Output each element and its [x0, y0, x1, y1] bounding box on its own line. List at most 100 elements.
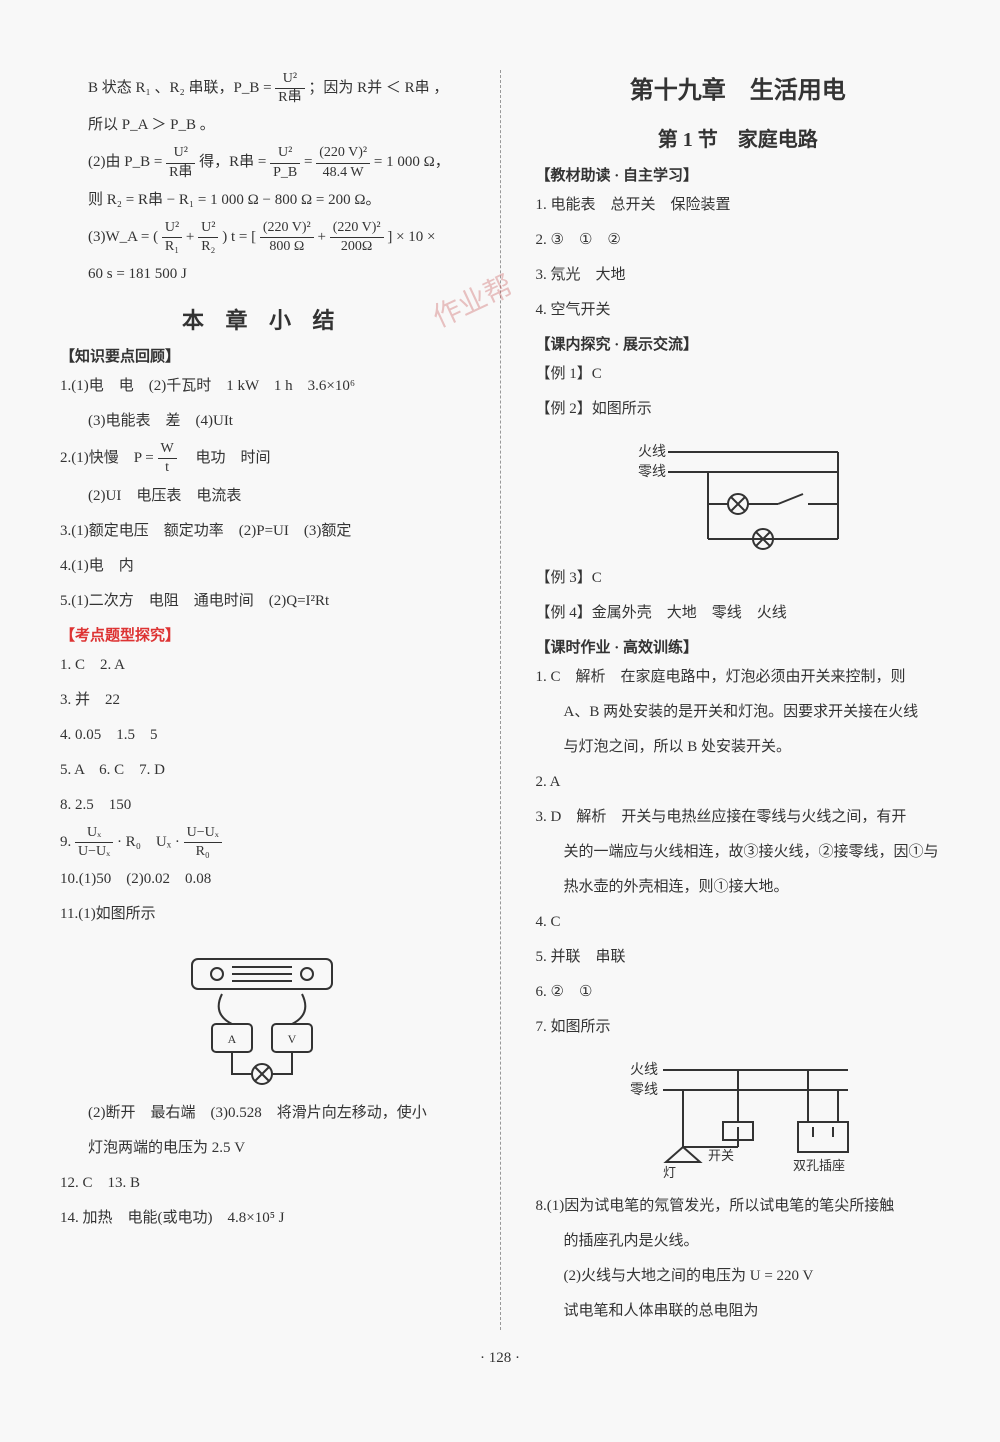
text-line: 【例 1】C	[536, 358, 941, 391]
text: · R₀ Uₓ ·	[117, 834, 184, 850]
frac-num: U²	[166, 144, 195, 163]
inclass-explore-header: 【课内探究 · 展示交流】	[536, 333, 941, 354]
text-line: 3. 氖光 大地	[536, 259, 941, 292]
text-line: 3. 并 22	[60, 684, 465, 717]
text-line: 4. 空气开关	[536, 294, 941, 327]
text-line: 1. C 2. A	[60, 649, 465, 682]
neutral-wire-label: 零线	[630, 1082, 658, 1098]
text-line: 5. 并联 串联	[536, 941, 941, 974]
fraction: U²R串	[166, 144, 195, 181]
knowledge-review-header: 【知识要点回顾】	[60, 345, 465, 366]
section-title: 第 1 节 家庭电路	[536, 123, 941, 152]
fraction: U²P_B	[270, 144, 300, 181]
text-line: 则 R₂ = R串 − R₁ = 1 000 Ω − 800 Ω = 200 Ω…	[60, 184, 465, 217]
fraction: U²R₁	[162, 219, 182, 256]
fraction: Wt	[158, 440, 177, 477]
text-line: 与灯泡之间，所以 B 处安装开关。	[536, 731, 941, 764]
lamp-label: 灯	[663, 1165, 676, 1180]
text-line: (2)UI 电压表 电流表	[60, 480, 465, 513]
fraction: (220 V)²200Ω	[330, 219, 384, 256]
frac-num: (220 V)²	[260, 219, 314, 238]
frac-num: U²	[198, 219, 218, 238]
text-line: 5.(1)二次方 电阻 通电时间 (2)Q=I²Rt	[60, 585, 465, 618]
text: (3)W_A = (	[88, 229, 158, 245]
text-line: 【例 3】C	[536, 562, 941, 595]
live-wire-label: 火线	[638, 444, 666, 460]
frac-num: (220 V)²	[330, 219, 384, 238]
text-line: 【例 2】如图所示	[536, 393, 941, 426]
live-wire-label: 火线	[630, 1062, 658, 1078]
text: = 1 000 Ω，	[374, 155, 450, 171]
frac-den: R₀	[184, 843, 222, 861]
text-line: 8. 2.5 150	[60, 789, 465, 822]
text-line: (3)电能表 差 (4)UIt	[60, 405, 465, 438]
text-line: 2.(1)快慢 P = Wt 电功 时间	[60, 440, 465, 477]
text: ) t = [	[222, 229, 256, 245]
exam-type-header: 【考点题型探究】	[60, 624, 465, 645]
svg-text:V: V	[288, 1032, 297, 1046]
text: (2)由 P_B =	[88, 155, 166, 171]
text-line: 所以 P_A ＞ P_B 。	[60, 109, 465, 142]
frac-num: (220 V)²	[316, 144, 370, 163]
frac-den: 800 Ω	[260, 238, 314, 256]
frac-den: 48.4 W	[316, 164, 370, 182]
text-line: 【例 4】金属外壳 大地 零线 火线	[536, 597, 941, 630]
frac-den: t	[158, 459, 177, 477]
text-line: 1. C 解析 在家庭电路中，灯泡必须由开关来控制，则	[536, 661, 941, 694]
text-line: A、B 两处安装的是开关和灯泡。因要求开关接在火线	[536, 696, 941, 729]
text: B 状态 R₁ 、R₂ 串联，P_B =	[88, 80, 275, 96]
text-line: 1.(1)电 电 (2)千瓦时 1 kW 1 h 3.6×10⁶	[60, 370, 465, 403]
text-line: 4.(1)电 内	[60, 550, 465, 583]
text: +	[317, 229, 329, 245]
fraction: U²R₂	[198, 219, 218, 256]
text-line: 2. ③ ① ②	[536, 224, 941, 257]
text-line: 8.(1)因为试电笔的氖管发光，所以试电笔的笔尖所接触	[536, 1190, 941, 1223]
neutral-wire-label: 零线	[638, 464, 666, 480]
fraction: U² R串	[275, 70, 304, 107]
text-line: 4. 0.05 1.5 5	[60, 719, 465, 752]
text: ] × 10 ×	[387, 229, 435, 245]
switch-label: 开关	[708, 1148, 734, 1163]
left-column: B 状态 R₁ 、R₂ 串联，P_B = U² R串 ；因为 R并 ＜ R串 ，…	[60, 70, 475, 1330]
fraction: UₓU−Uₓ	[75, 824, 113, 861]
household-circuit-diagram-2: 火线 零线 灯 开关 双孔插座	[608, 1052, 868, 1182]
text: 9.	[60, 834, 75, 850]
text-line: 3. D 解析 开关与电热丝应接在零线与火线之间，有开	[536, 801, 941, 834]
text-line: 12. C 13. B	[60, 1167, 465, 1200]
frac-num: U²	[162, 219, 182, 238]
text: 2.(1)快慢 P =	[60, 450, 158, 466]
text-line: 关的一端应与火线相连，故③接火线，②接零线，因①与	[536, 836, 941, 869]
frac-den: R₂	[198, 238, 218, 256]
text: ；因为 R并 ＜ R串 ，	[308, 80, 448, 96]
frac-num: U²	[270, 144, 300, 163]
text-line: 3.(1)额定电压 额定功率 (2)P=UI (3)额定	[60, 515, 465, 548]
socket-label: 双孔插座	[793, 1158, 845, 1173]
frac-den: P_B	[270, 164, 300, 182]
frac-den: R₁	[162, 238, 182, 256]
text-line: 1. 电能表 总开关 保险装置	[536, 189, 941, 222]
frac-num: U−Uₓ	[184, 824, 222, 843]
text-line: 热水壶的外壳相连，则①接大地。	[536, 871, 941, 904]
frac-den: R串	[166, 164, 195, 182]
right-column: 第十九章 生活用电 第 1 节 家庭电路 【教材助读 · 自主学习】 1. 电能…	[526, 70, 941, 1330]
household-circuit-diagram-1: 火线 零线	[618, 434, 858, 554]
frac-den: U−Uₓ	[75, 843, 113, 861]
text: =	[304, 155, 316, 171]
text-line: 5. A 6. C 7. D	[60, 754, 465, 787]
svg-text:A: A	[228, 1032, 237, 1046]
frac-num: W	[158, 440, 177, 459]
fraction: (220 V)²800 Ω	[260, 219, 314, 256]
text-line: 60 s = 181 500 J	[60, 258, 465, 291]
homework-header: 【课时作业 · 高效训练】	[536, 636, 941, 657]
fraction: (220 V)²48.4 W	[316, 144, 370, 181]
text-line: 6. ② ①	[536, 976, 941, 1009]
text-line: 4. C	[536, 906, 941, 939]
text-line: (2)火线与大地之间的电压为 U = 220 V	[536, 1260, 941, 1293]
frac-den: R串	[275, 89, 304, 107]
text-line: (2)断开 最右端 (3)0.528 将滑片向左移动，使小	[60, 1097, 465, 1130]
text-line: 7. 如图所示	[536, 1011, 941, 1044]
text-line: (2)由 P_B = U²R串 得，R串 = U²P_B = (220 V)²4…	[60, 144, 465, 181]
text-line: 2. A	[536, 766, 941, 799]
circuit-experiment-diagram: A V	[162, 939, 362, 1089]
summary-title: 本 章 小 结	[60, 303, 465, 335]
